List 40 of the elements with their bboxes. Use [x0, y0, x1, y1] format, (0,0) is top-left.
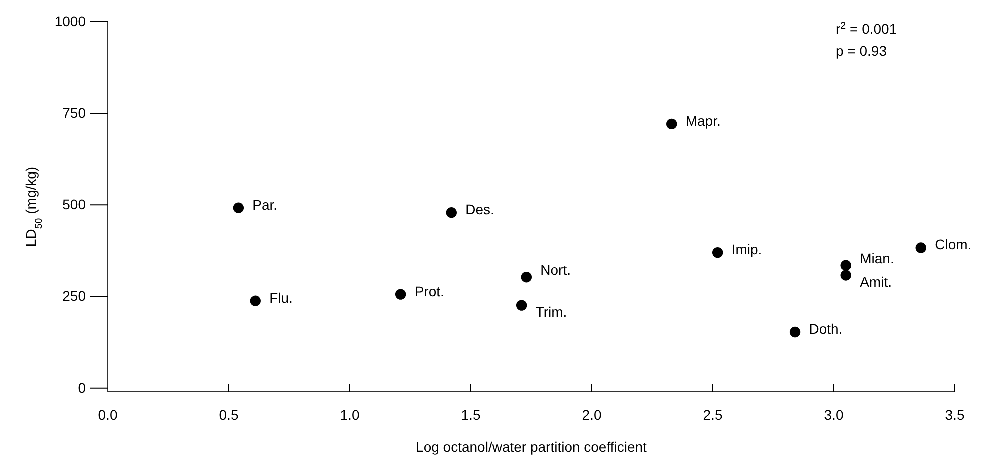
annotation: Des.	[466, 202, 494, 218]
annotation: Imip.	[732, 241, 762, 258]
x-tick-label: 2.5	[703, 406, 723, 423]
x-tick-label: 1.0	[340, 406, 360, 423]
point	[790, 326, 801, 338]
point	[516, 300, 528, 311]
annotation: Mapr.	[686, 112, 721, 129]
annotation: Nort.	[540, 262, 572, 278]
y-tick-label: 0	[78, 380, 86, 396]
x-tick-label: 3.5	[945, 406, 965, 423]
y-tick-label: 1000	[54, 13, 86, 30]
point	[712, 247, 724, 258]
x-tick-label: 2.0	[582, 406, 602, 423]
annotation: Mian.	[860, 250, 894, 266]
point	[233, 202, 244, 214]
point	[395, 289, 406, 300]
x-tick-label: 1.5	[461, 406, 481, 423]
annotation: Clom.	[935, 236, 972, 253]
annotation: p = 0.93	[836, 43, 888, 59]
y-tick-label: 500	[62, 196, 86, 213]
annotation: Prot.	[414, 283, 444, 300]
annotation: r$^{2}$ = 0.001	[836, 20, 898, 37]
point	[840, 260, 852, 271]
annotation: Par.	[252, 196, 278, 213]
point	[840, 270, 852, 281]
annotation: Flu.	[270, 290, 293, 306]
annotation: Doth.	[809, 320, 843, 337]
point	[666, 118, 678, 130]
x-tick-label: 0.0	[98, 406, 118, 423]
point	[521, 272, 532, 283]
x-tick-label: 0.5	[219, 406, 239, 423]
x-tick-label: 3.0	[824, 406, 844, 423]
annotation: Amit.	[860, 274, 892, 290]
point	[916, 242, 926, 254]
point	[446, 208, 457, 218]
y-tick-label: 250	[62, 288, 86, 304]
point	[250, 296, 261, 306]
x-axis-title: Log octanol/water partition coefficient	[416, 439, 648, 455]
annotation: Trim.	[536, 304, 568, 320]
y-tick-label: 750	[62, 105, 86, 122]
